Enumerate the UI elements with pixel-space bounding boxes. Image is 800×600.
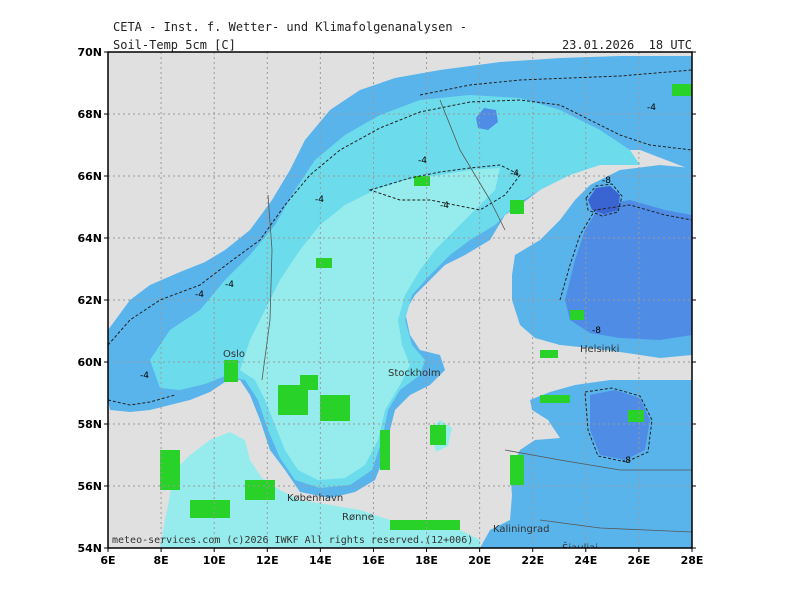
contour-lines <box>108 69 692 463</box>
contour-minus4-southwest <box>108 394 176 406</box>
lon-tick-label: 12E <box>256 554 279 567</box>
contour-label: -4 <box>315 195 324 205</box>
lon-tick-label: 16E <box>362 554 385 567</box>
city-ronne: Rønne <box>342 512 374 523</box>
contour-label: -4 <box>418 156 427 166</box>
contour-minus4-west <box>108 99 692 346</box>
lon-tick-label: 20E <box>468 554 491 567</box>
axis-labels: 54N 56N 58N 60N 62N 64N 66N 68N 70N 6E 8E 10E 12E 14E… <box>77 46 703 567</box>
lat-tick-label: 56N <box>77 480 102 493</box>
contour-label: -4 <box>510 169 519 179</box>
parameter-label: Soil-Temp_5cm [C] <box>113 38 236 52</box>
lat-tick-label: 70N <box>77 46 102 59</box>
contour-label: -4 <box>140 371 149 381</box>
lat-tick-label: 66N <box>77 170 102 183</box>
contour-minus8-core <box>585 183 623 217</box>
contour-label: -8 <box>622 456 631 466</box>
city-kaliningrad: Kaliningrad <box>493 524 549 535</box>
contour-label: -4 <box>647 103 656 113</box>
finland-cold-region <box>565 200 692 340</box>
denmark-land <box>160 432 480 548</box>
axis-ticks <box>104 51 696 552</box>
contour-minus4-central <box>368 164 521 211</box>
contour-value-labels: -4 -4 -4 -4 -4 -4 -4 -4 -8 -8 -8 <box>140 103 656 466</box>
contour-label: -8 <box>592 326 601 336</box>
north-cold-patch <box>476 108 498 130</box>
lon-tick-label: 26E <box>627 554 650 567</box>
lat-tick-label: 62N <box>77 294 102 307</box>
valid-time: 23.01.2026 18 UTC <box>561 38 692 52</box>
city-kobenhavn: København <box>287 493 343 504</box>
city-siauliai: Šiauliai <box>562 541 598 554</box>
city-helsinki: Helsinki <box>580 344 619 355</box>
lon-tick-label: 8E <box>154 554 169 567</box>
lon-tick-label: 14E <box>309 554 332 567</box>
contour-label: -8 <box>602 176 611 186</box>
green-patches <box>160 84 692 530</box>
lat-tick-label: 54N <box>77 542 102 555</box>
lon-tick-label: 22E <box>521 554 544 567</box>
lon-tick-label: 28E <box>681 554 704 567</box>
copyright-footer: meteo-services.com (c)2026 IWKF All righ… <box>112 535 473 546</box>
lat-tick-label: 68N <box>77 108 102 121</box>
verycold-core <box>588 186 620 214</box>
lat-tick-label: 58N <box>77 418 102 431</box>
city-labels: Oslo Stockholm Helsinki København Rønne … <box>223 344 619 554</box>
graticule <box>108 52 692 548</box>
lat-tick-label: 60N <box>77 356 102 369</box>
baltic-cold-region <box>590 390 650 460</box>
lat-tick-label: 64N <box>77 232 102 245</box>
lon-tick-label: 18E <box>415 554 438 567</box>
contour-minus4-north <box>419 69 692 96</box>
contour-label: -4 <box>440 201 449 211</box>
lon-tick-label: 6E <box>100 554 115 567</box>
borders <box>261 99 692 533</box>
lon-tick-label: 24E <box>574 554 597 567</box>
header-source-title: CETA - Inst. f. Wetter- und Klimafolgena… <box>113 20 468 34</box>
lon-tick-label: 10E <box>203 554 226 567</box>
contour-minus8-finland <box>559 204 692 301</box>
city-stockholm: Stockholm <box>388 368 441 379</box>
contour-minus8-baltic <box>584 387 653 463</box>
contour-label: -4 <box>225 280 234 290</box>
city-oslo: Oslo <box>223 349 245 360</box>
contour-label: -4 <box>195 290 204 300</box>
